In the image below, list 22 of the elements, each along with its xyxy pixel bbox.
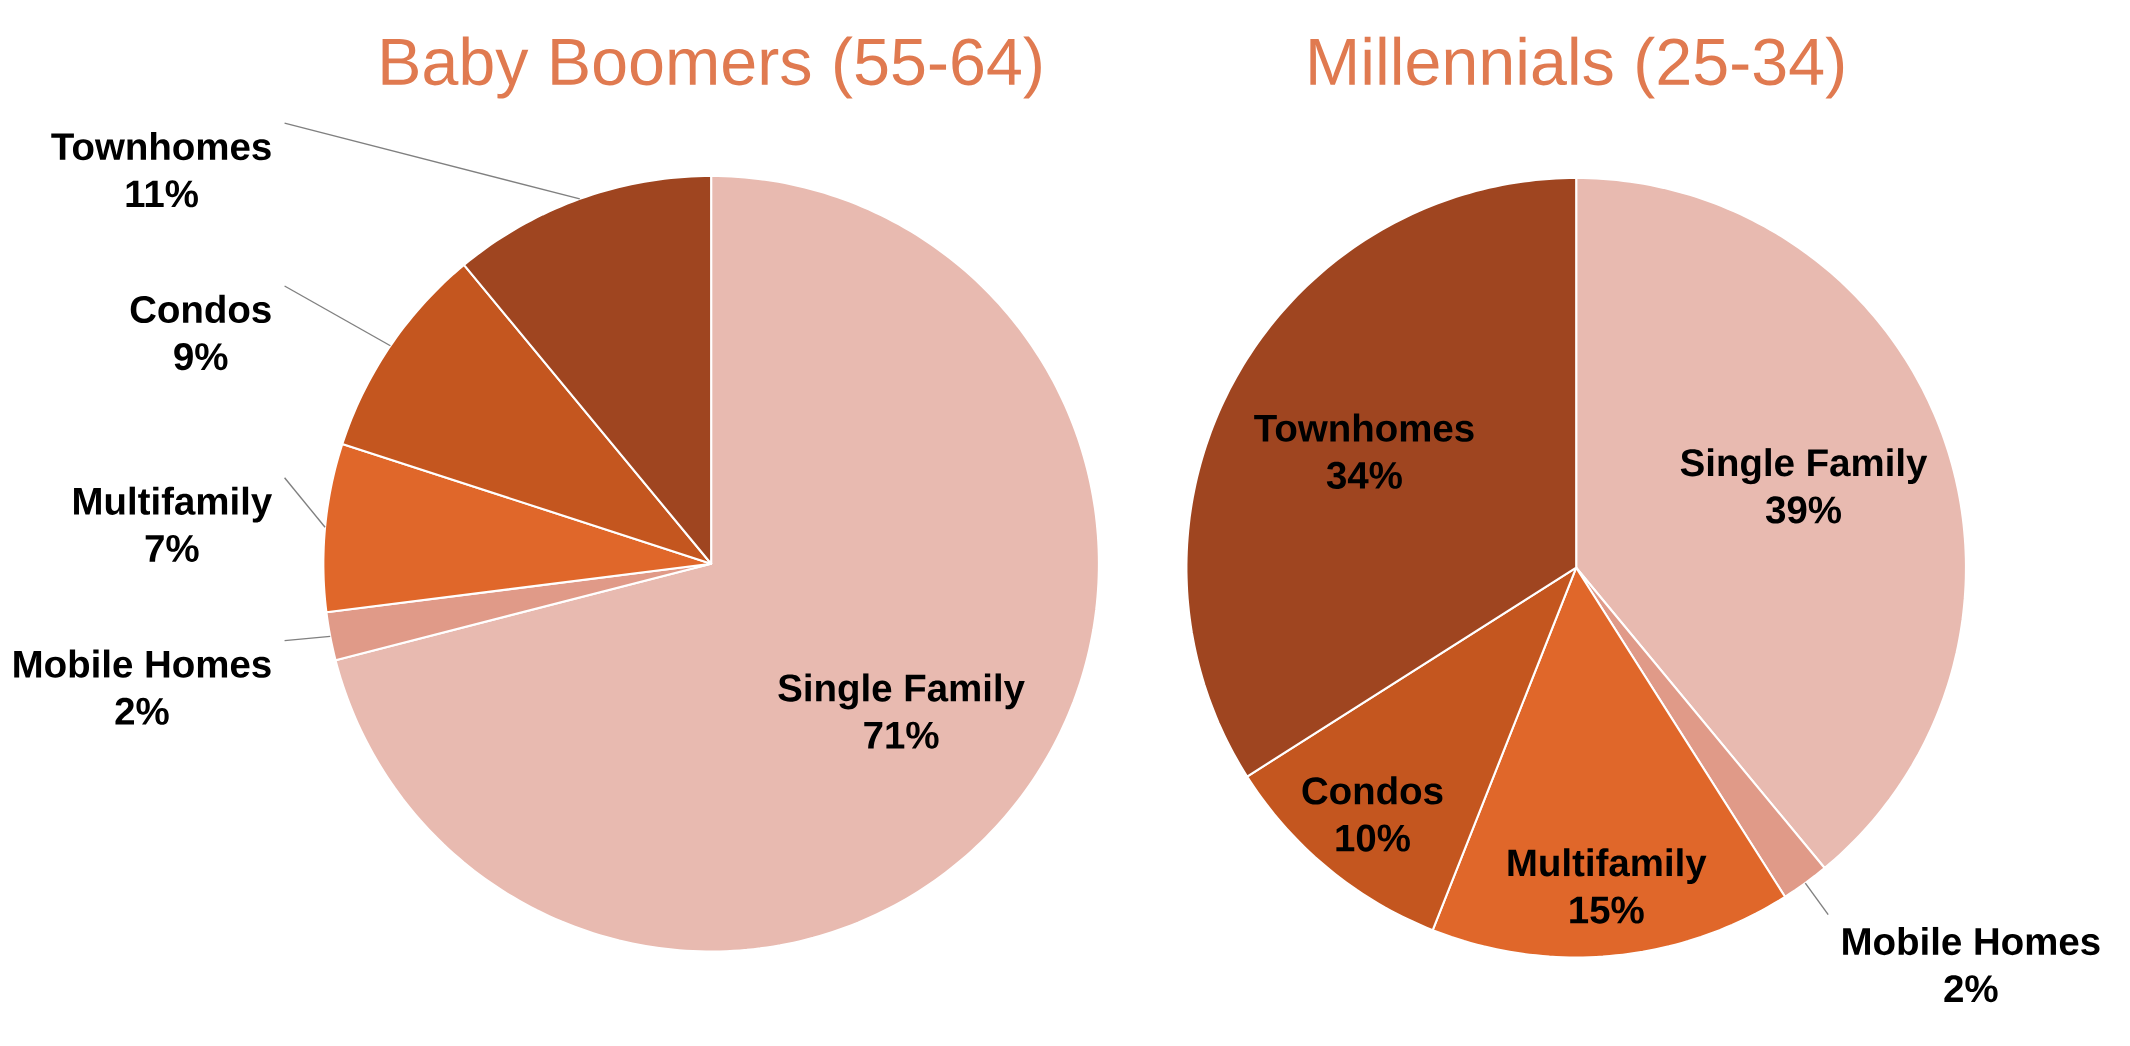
slice-label: Mobile Homes [1843,926,2100,956]
slice-label: Condos [1302,776,1443,805]
slice-label: Townhomes [1254,413,1474,442]
data-label: 7% [145,534,199,562]
data-label: 10% [1336,824,1410,852]
data-label: 71% [864,721,939,749]
data-label: 2% [115,697,169,725]
slice-label: Townhomes [51,132,271,161]
data-label: 39% [1765,496,1841,524]
data-label: 9% [174,343,228,371]
slice-label: Condos [130,294,271,324]
slice-label: Single Family [1680,448,1928,485]
slice-label: Multifamily [1508,848,1707,885]
data-label: 11% [126,180,198,208]
chart-title: Millennials (25-34) [1310,36,1844,99]
chart-title: Baby Boomers (55-64) [382,36,1041,99]
slice-label: Mobile Homes [14,649,271,678]
data-label: 2% [1944,975,1998,1003]
data-label: 34% [1326,461,1402,490]
slice-label: Multifamily [74,486,273,523]
data-label: 15% [1570,896,1644,924]
slice-label: Single Family [778,673,1025,710]
